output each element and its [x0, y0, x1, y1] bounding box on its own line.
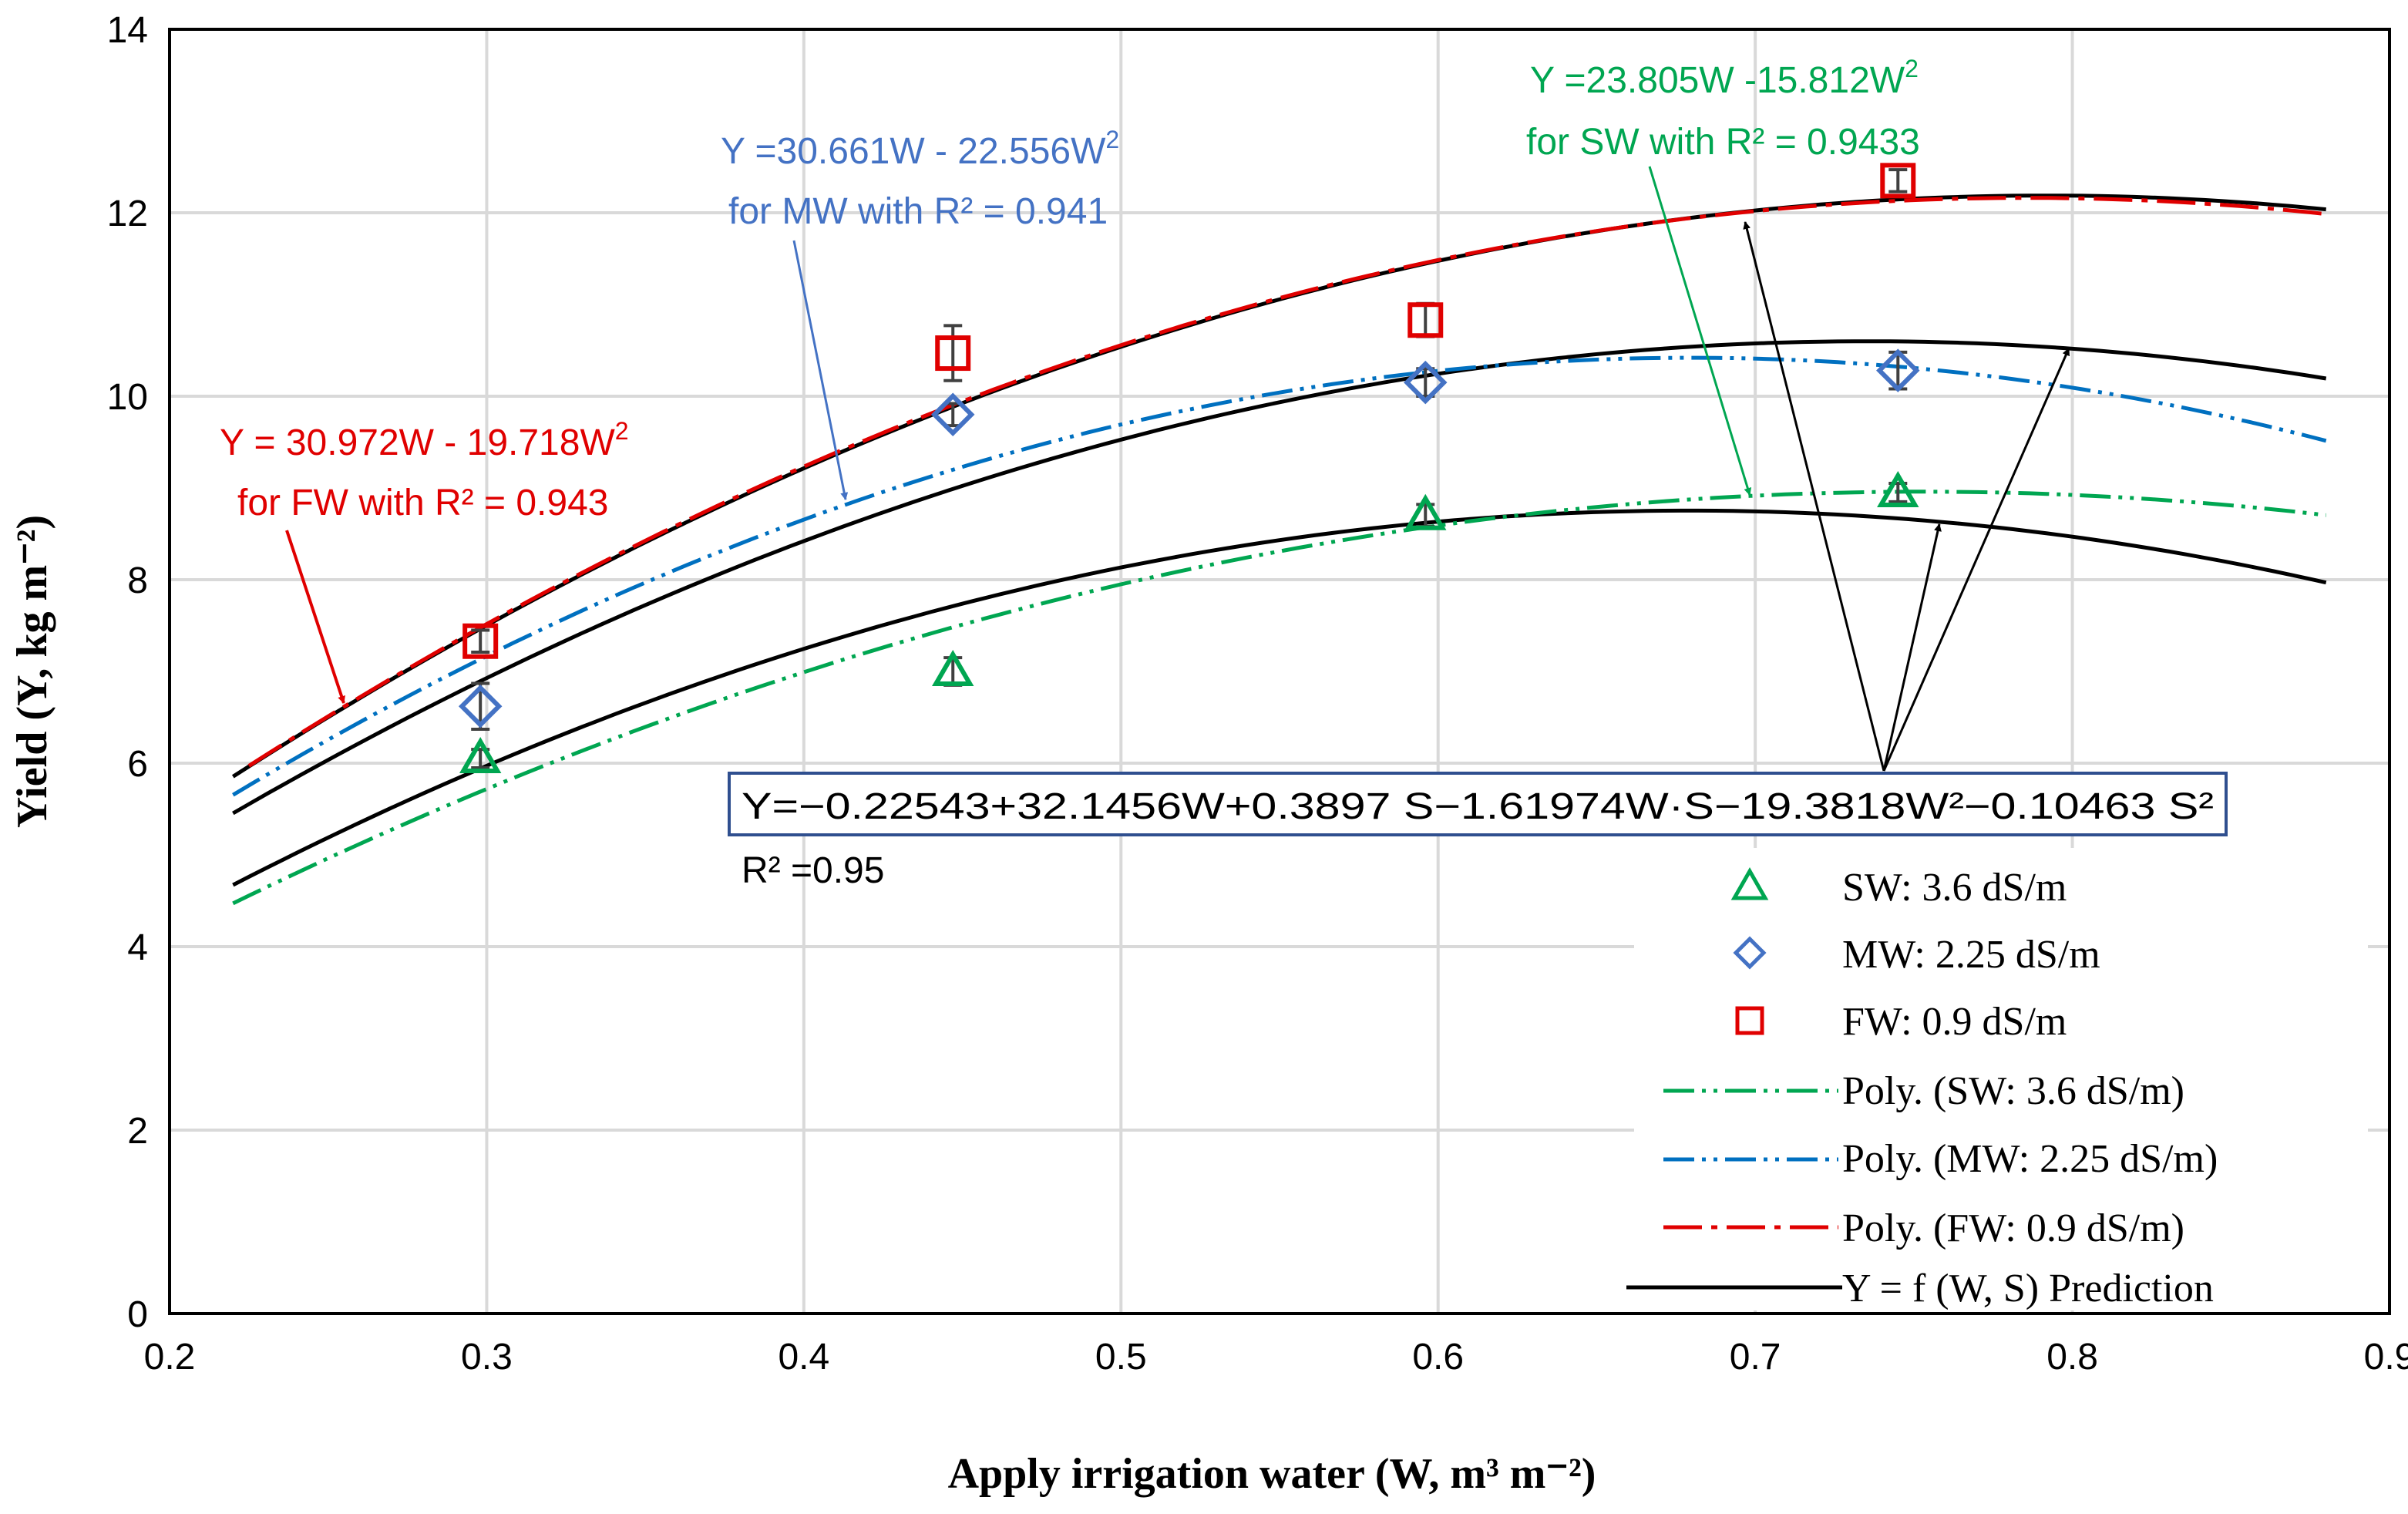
fw-data-point	[1407, 302, 1444, 338]
model-arrow-fw	[1743, 221, 1885, 772]
y-tick-label: 8	[127, 560, 148, 601]
y-tick-label: 2	[127, 1111, 148, 1152]
fw-eq-sup: 2	[615, 417, 629, 445]
fw-eq-main: Y = 30.972W - 19.718W	[220, 422, 615, 463]
sw-r2-text: for SW with R² = 0.9433	[1526, 122, 1920, 163]
legend-label-fw: FW: 0.9 dS/m	[1842, 1000, 2067, 1044]
sw-eq-sup: 2	[1905, 55, 1919, 82]
sw-data-point	[1877, 470, 1919, 507]
prediction-curve	[232, 339, 2327, 816]
prediction-curve	[232, 508, 2327, 887]
legend-item-poly-fw: Poly. (FW: 0.9 dS/m)	[1663, 1206, 2184, 1250]
sw-annotation: Y =23.805W -15.812W2 for SW with R² = 0.…	[1526, 55, 1920, 496]
y-tick-label: 14	[107, 10, 148, 51]
fit-curves	[231, 193, 2327, 906]
y-tick-label: 0	[127, 1294, 148, 1335]
legend: SW: 3.6 dS/m MW: 2.25 dS/m FW: 0.9 dS/m …	[1626, 848, 2368, 1310]
legend-item-prediction: Y = f (W, S) Prediction	[1626, 1267, 2214, 1310]
model-r2-text: R² =0.95	[742, 850, 884, 891]
x-tick-label: 0.3	[461, 1337, 513, 1378]
sw-equation-text: Y =23.805W -15.812W2	[1530, 55, 1919, 101]
y-tick-label: 12	[107, 193, 148, 234]
fw-r2-text: for FW with R² = 0.943	[237, 483, 608, 523]
mw-data-point	[1876, 348, 1920, 392]
sw-arrow	[1648, 166, 1752, 496]
mw-arrow	[792, 240, 849, 500]
y-tick-label: 6	[127, 744, 148, 785]
sw-data-point	[1404, 493, 1447, 530]
legend-triangle-marker	[1730, 866, 1769, 900]
legend-item-poly-sw: Poly. (SW: 3.6 dS/m)	[1663, 1069, 2184, 1113]
sw-data-point	[459, 737, 502, 774]
x-tick-label: 0.8	[2046, 1337, 2098, 1378]
y-axis-title: Yield (Y, kg m⁻²)	[8, 515, 56, 828]
plot-area-border	[168, 28, 2391, 1315]
legend-label-mw: MW: 2.25 dS/m	[1842, 933, 2100, 977]
legend-label-prediction: Y = f (W, S) Prediction	[1842, 1267, 2214, 1310]
fw-equation-text: Y = 30.972W - 19.718W2	[220, 417, 629, 463]
model-annotation: Y=−0.22543+32.1456W+0.3897 S−1.61974W·S−…	[728, 221, 2228, 891]
legend-item-mw: MW: 2.25 dS/m	[1733, 933, 2100, 977]
fw-data-point	[935, 335, 971, 372]
model-arrow-sw	[1882, 523, 1942, 772]
legend-square-marker	[1735, 1006, 1764, 1035]
x-tick-label: 0.2	[144, 1337, 196, 1378]
poly-fit-curve	[232, 355, 2327, 797]
mw-data-point	[458, 684, 503, 728]
legend-label-poly-mw: Poly. (MW: 2.25 dS/m)	[1842, 1137, 2218, 1181]
fw-data-point	[462, 623, 499, 659]
legend-item-poly-mw: Poly. (MW: 2.25 dS/m)	[1663, 1137, 2218, 1181]
model-arrow-mw	[1882, 348, 2070, 772]
mw-annotation: Y =30.661W - 22.556W2 for MW with R² = 0…	[721, 126, 1119, 500]
legend-item-fw: FW: 0.9 dS/m	[1735, 1000, 2067, 1044]
legend-diamond-marker	[1733, 936, 1767, 970]
sw-eq-main: Y =23.805W -15.812W	[1530, 60, 1905, 101]
y-tick-label: 10	[107, 377, 148, 418]
x-tick-label: 0.6	[1412, 1337, 1464, 1378]
x-tick-label: 0.9	[2364, 1337, 2408, 1378]
legend-item-sw: SW: 3.6 dS/m	[1730, 866, 2067, 910]
mw-r2-text: for MW with R² = 0.941	[728, 191, 1108, 232]
x-tick-label: 0.7	[1730, 1337, 1781, 1378]
legend-label-poly-fw: Poly. (FW: 0.9 dS/m)	[1842, 1206, 2184, 1250]
model-equation-box	[728, 772, 2228, 836]
x-tick-label: 0.4	[778, 1337, 829, 1378]
mw-data-point	[930, 392, 975, 437]
fw-arrow	[285, 530, 345, 704]
poly-fit-curve	[232, 490, 2326, 906]
legend-label-sw: SW: 3.6 dS/m	[1842, 866, 2067, 910]
data-points	[458, 163, 1920, 774]
y-tick-label: 4	[127, 927, 148, 968]
x-axis-ticks: 0.2 0.3 0.4 0.5 0.6 0.7 0.8 0.9	[144, 1337, 2408, 1378]
fw-annotation: Y = 30.972W - 19.718W2 for FW with R² = …	[220, 417, 629, 704]
fw-data-point	[1880, 163, 1916, 199]
y-axis-ticks: 0 2 4 6 8 10 12 14	[107, 10, 148, 1335]
legend-label-poly-sw: Poly. (SW: 3.6 dS/m)	[1842, 1069, 2184, 1113]
poly-fit-curve	[247, 196, 2326, 768]
x-axis-title: Apply irrigation water (W, m³ m⁻²)	[948, 1450, 1596, 1498]
mw-eq-main: Y =30.661W - 22.556W	[721, 131, 1106, 172]
legend-background	[1634, 848, 2368, 1310]
mw-data-point	[1404, 360, 1448, 405]
x-tick-label: 0.5	[1095, 1337, 1147, 1378]
sw-data-point	[932, 650, 974, 686]
mw-eq-sup: 2	[1105, 126, 1119, 153]
mw-equation-text: Y =30.661W - 22.556W2	[721, 126, 1119, 172]
model-equation-text: Y=−0.22543+32.1456W+0.3897 S−1.61974W·S−…	[742, 786, 2214, 827]
